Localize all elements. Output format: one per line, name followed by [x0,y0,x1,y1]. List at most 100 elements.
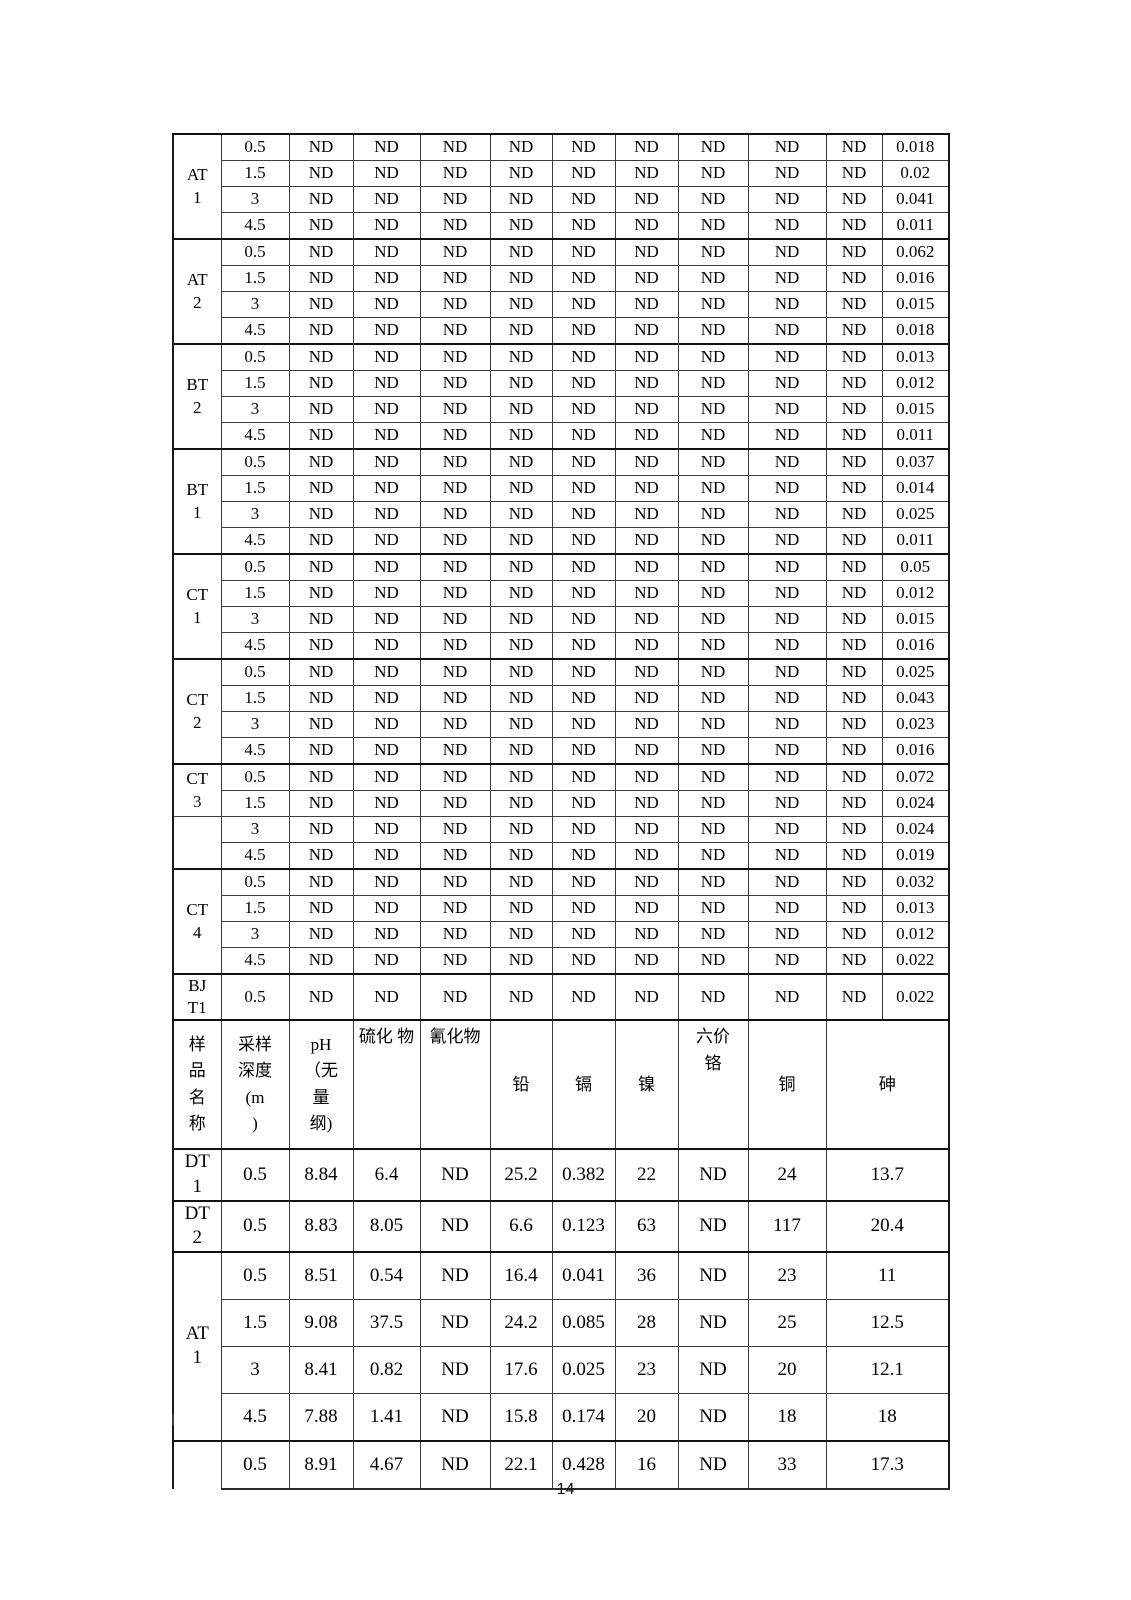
nd-cell: ND [551,396,616,423]
nd-cell: ND [614,212,679,240]
nd-cell: ND [489,921,553,948]
nd-cell: ND [288,921,354,948]
nd-cell: ND [677,448,749,476]
value-cell: 0.043 [881,685,950,712]
nd-cell: ND [825,501,883,528]
nd-cell: ND [551,842,616,870]
sample-row: 3 ND ND ND ND ND ND ND ND ND 0.025 [173,501,950,528]
nd-cell: ND [677,265,749,292]
nd-cell: ND [551,868,616,896]
sample-row: AT 1 0.5 ND ND ND ND ND ND ND ND ND 0.018 [172,133,950,240]
depth-cell: 0.5 [220,448,290,476]
value-cell: 0.02 [881,160,950,187]
lead-cell: 22.1 [489,1439,553,1490]
nd-cell: ND [352,632,421,660]
nd-cell: ND [551,501,616,528]
nd-cell: ND [677,895,749,922]
nd-cell: ND [825,343,883,371]
sample-row: CT 2 0.5 ND ND ND ND ND ND ND ND ND 0.025 [172,658,950,765]
copper-cell: 23 [747,1250,827,1300]
nd-cell: ND [747,947,827,975]
sample-label-cell: CT 4 [172,868,222,975]
depth-cell: 1.5 [220,475,290,502]
depth-cell: 3 [220,711,290,738]
nd-cell: ND [677,370,749,397]
nd-cell: ND [352,265,421,292]
sample-row: AT 1 0.5 8.51 0.54 ND 16.4 0.041 36 ND 23 11 [172,1250,950,1442]
nd-cell: ND [747,790,827,817]
nd-cell: ND [614,868,679,896]
sample-row: 4.5 ND ND ND ND ND ND ND ND ND 0.022 [173,947,950,975]
nd-cell: ND [747,160,827,187]
nd-cell: ND [677,632,749,660]
nd-cell: ND [489,868,553,896]
nd-cell: ND [288,790,354,817]
nd-cell: ND [614,737,679,765]
sulfide-cell: 8.05 [352,1199,421,1253]
value-cell: 0.012 [881,921,950,948]
nd-cell: ND [352,763,421,791]
nd-cell: ND [489,632,553,660]
nd-cell: ND [352,868,421,896]
nd-cell: ND [551,343,616,371]
nd-cell: ND [288,868,354,896]
sample-row: 3 ND ND ND ND ND ND ND ND ND 0.015 [173,396,950,423]
nd-cell: ND [288,972,354,1021]
nd-cell: ND [352,685,421,712]
value-cell: 0.037 [881,448,950,476]
nd-cell: ND [551,790,616,817]
nd-cell: ND [825,868,883,896]
nd-cell: ND [551,763,616,791]
cyanide-cell: ND [419,1392,491,1442]
nd-cell: ND [825,842,883,870]
nd-cell: ND [288,370,354,397]
nd-cell: ND [288,816,354,843]
nd-cell: ND [614,343,679,371]
depth-cell: 4.5 [220,422,290,450]
nd-cell: ND [677,160,749,187]
lead-cell: 24.2 [489,1298,553,1347]
nd-cell: ND [677,790,749,817]
value-cell: 0.05 [881,553,950,581]
sample-row: 1.5 9.08 37.5 ND 24.2 0.085 28 ND 25 12.5 [173,1298,950,1347]
nd-cell: ND [614,921,679,948]
nd-cell: ND [825,317,883,345]
chromium-cell: ND [677,1250,749,1300]
nd-cell: ND [419,868,491,896]
nd-cell: ND [352,186,421,213]
nd-cell: ND [614,947,679,975]
nd-cell: ND [551,212,616,240]
sample-row: 4.5 ND ND ND ND ND ND ND ND ND 0.011 [173,527,950,555]
value-cell: 0.012 [881,370,950,397]
nd-cell: ND [489,422,553,450]
cadmium-cell: 0.025 [551,1345,616,1394]
sample-label-cell: CT 2 [172,658,222,765]
nd-cell: ND [747,816,827,843]
nd-cell: ND [288,422,354,450]
copper-cell: 20 [747,1345,827,1394]
nd-cell: ND [551,711,616,738]
arsenic-cell: 12.5 [825,1298,950,1347]
nd-cell: ND [288,238,354,266]
nd-cell: ND [747,658,827,686]
nd-cell: ND [551,685,616,712]
nickel-cell: 28 [614,1298,679,1347]
header-cyanide: 氰化物 [419,1019,491,1150]
nd-cell: ND [747,580,827,607]
nd-cell: ND [551,238,616,266]
sample-label-cell: CT 1 [172,553,222,660]
depth-cell: 0.5 [220,658,290,686]
sample-row: 1.5 ND ND ND ND ND ND ND ND ND 0.013 [173,895,950,922]
cadmium-cell: 0.382 [551,1148,616,1202]
nd-cell: ND [419,921,491,948]
nd-cell: ND [677,921,749,948]
nd-cell: ND [747,212,827,240]
lead-cell: 15.8 [489,1392,553,1442]
header-nickel: 镍 [614,1019,679,1150]
nd-cell: ND [614,396,679,423]
nd-cell: ND [747,763,827,791]
nd-cell: ND [747,422,827,450]
nd-cell: ND [288,685,354,712]
depth-cell: 0.5 [220,553,290,581]
nd-cell: ND [825,921,883,948]
